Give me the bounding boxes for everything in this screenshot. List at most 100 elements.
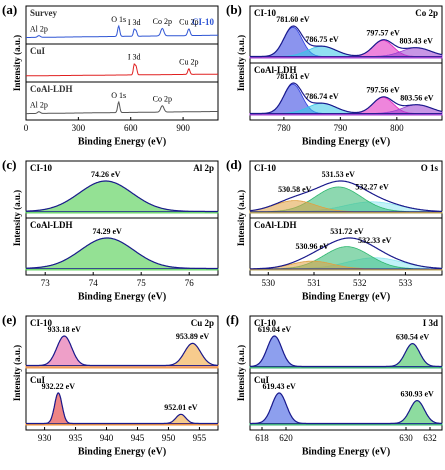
y-axis-label: Intensity (a.u.) [12, 35, 22, 91]
subplot-name: Survey [30, 8, 58, 18]
subplot-name: CI-10 [254, 163, 276, 173]
peak-label: 797.56 eV [366, 86, 400, 95]
x-tick-label: 955 [193, 433, 207, 443]
fit-envelope [250, 25, 443, 58]
subplot-name: CI-10 [30, 318, 52, 328]
element-label: Co 2p [415, 8, 438, 18]
subplot-name: CI-10 [254, 318, 276, 328]
peak-label: 932.22 eV [42, 382, 76, 391]
x-tick-label: 940 [100, 433, 114, 443]
peak-label: Al 2p [30, 101, 48, 110]
x-tick-label: 900 [176, 123, 190, 133]
x-tick-label: 800 [390, 123, 404, 133]
x-tick-label: 76 [185, 278, 195, 288]
subplot-name: CoAl-LDH [30, 220, 73, 230]
y-axis-label: Intensity (a.u.) [12, 345, 22, 401]
survey-spectrum [26, 63, 218, 77]
x-axis-label: Binding Energy (eV) [78, 291, 166, 302]
peak-label: 619.43 eV [262, 382, 296, 391]
subplot-name: CoAl-LDH [30, 84, 73, 94]
x-axis-label: Binding Energy (eV) [78, 136, 166, 147]
x-tick-label: 300 [72, 123, 86, 133]
fit-envelope [250, 82, 443, 115]
panel-label: (b) [226, 2, 242, 17]
x-tick-label: 618 [255, 433, 269, 443]
x-axis-label: Binding Energy (eV) [302, 136, 390, 147]
peak-label: Cu 2p [179, 18, 198, 27]
peak-label: 532.27 eV [355, 182, 389, 191]
panel-label: (f) [226, 312, 239, 327]
x-tick-label: 530 [262, 278, 276, 288]
x-tick-label: 630 [399, 433, 413, 443]
peak-label: Co 2p [153, 17, 172, 26]
subplot-name: CuI [30, 375, 46, 385]
peak-label: I 3d [128, 53, 141, 62]
peak-label: 781.60 eV [276, 15, 310, 24]
element-label: I 3d [423, 318, 438, 328]
peak-label: 531.53 eV [322, 170, 356, 179]
x-tick-label: 531 [307, 278, 321, 288]
x-tick-label: 780 [277, 123, 291, 133]
fit-envelope [250, 237, 442, 270]
x-tick-label: 935 [69, 433, 83, 443]
peak-label: Cu 2p [179, 58, 198, 67]
subplot-name: CI-10 [30, 163, 52, 173]
panel-label: (e) [2, 312, 16, 327]
subplot-name: CoAl-LDH [254, 220, 297, 230]
peak-label: 933.18 eV [48, 325, 82, 334]
peak-label: 781.61 eV [276, 72, 310, 81]
panel-label: (c) [2, 157, 16, 172]
peak-label: 952.01 eV [164, 403, 198, 412]
peak-label: 619.04 eV [258, 325, 292, 334]
element-label: Al 2p [193, 163, 214, 173]
survey-spectrum [26, 24, 218, 38]
y-axis-label: Intensity (a.u.) [12, 190, 22, 246]
peak-label: 797.57 eV [366, 29, 400, 38]
peak-label: 953.89 eV [176, 332, 210, 341]
peak-label: Al 2p [30, 24, 48, 33]
x-tick-label: 945 [131, 433, 145, 443]
survey-spectrum [26, 100, 218, 115]
x-tick-label: 600 [124, 123, 138, 133]
peak-label: 786.75 eV [305, 35, 339, 44]
panel-label: (a) [2, 2, 17, 17]
x-axis-label: Binding Energy (eV) [302, 291, 390, 302]
peak-label: 530.58 eV [278, 185, 312, 194]
x-tick-label: 73 [41, 278, 51, 288]
subplot-name: CuI [30, 46, 46, 56]
peak-label: 786.74 eV [305, 92, 339, 101]
x-tick-label: 532 [353, 278, 367, 288]
panel-label: (d) [226, 157, 242, 172]
peak-label: 630.93 eV [400, 389, 434, 398]
x-tick-label: 75 [137, 278, 147, 288]
peak-label: 74.29 eV [92, 227, 122, 236]
element-label: O 1s [421, 163, 439, 173]
subplot-name: CI-10 [254, 8, 276, 18]
peak-label: 530.96 eV [296, 242, 330, 251]
x-axis-label: Binding Energy (eV) [302, 446, 390, 457]
peak-label: Co 2p [153, 95, 172, 104]
y-axis-label: Intensity (a.u.) [236, 345, 246, 401]
x-tick-label: 0 [24, 123, 29, 133]
x-tick-label: 620 [279, 433, 293, 443]
element-label: Cu 2p [191, 318, 214, 328]
x-tick-label: 533 [399, 278, 413, 288]
y-axis-label: Intensity (a.u.) [236, 190, 246, 246]
x-tick-label: 632 [423, 433, 437, 443]
peak-label: 74.26 eV [91, 170, 121, 179]
peak-label: O 1s [111, 91, 126, 100]
subplot-tag: CI-10 [192, 17, 214, 27]
x-tick-label: 930 [38, 433, 52, 443]
x-tick-label: 74 [89, 278, 99, 288]
peak-label: 532.33 eV [358, 236, 392, 245]
peak-label: I 3d [128, 18, 141, 27]
peak-label: 803.43 eV [400, 37, 434, 46]
subplot-name: CuI [254, 375, 270, 385]
peak-label: O 1s [111, 15, 126, 24]
peak-label: 803.56 eV [400, 94, 434, 103]
x-tick-label: 950 [162, 433, 176, 443]
peak-label: 531.72 eV [330, 227, 364, 236]
x-tick-label: 790 [334, 123, 348, 133]
